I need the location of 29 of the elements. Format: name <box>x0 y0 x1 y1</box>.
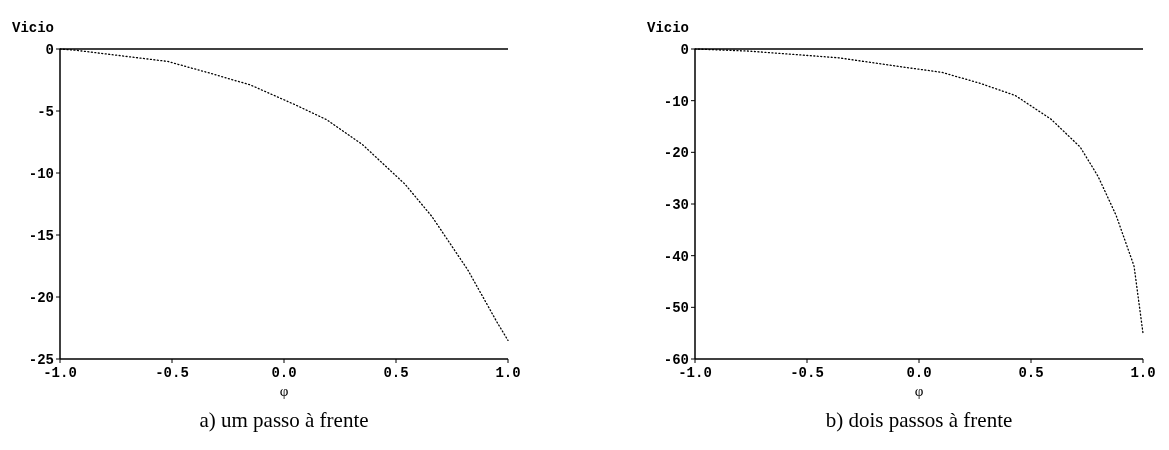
y-tick-label: -30 <box>663 196 689 213</box>
y-tick-label: -20 <box>28 289 54 306</box>
x-tick-label: 1.0 <box>495 365 521 381</box>
x-tick-label: 0.0 <box>906 365 932 381</box>
x-axis-title: φ <box>914 383 924 399</box>
x-tick-label: 1.0 <box>1130 365 1156 381</box>
x-tick-label: -1.0 <box>678 365 712 381</box>
y-tick-label: -20 <box>663 145 689 162</box>
y-tick-label: -25 <box>28 351 54 368</box>
x-tick-label: 0.0 <box>271 365 297 381</box>
x-tick-label: 0.5 <box>1018 365 1044 381</box>
y-tick-label: -40 <box>663 248 689 265</box>
y-tick-label: -50 <box>663 300 689 317</box>
y-tick-label: -10 <box>28 165 54 182</box>
y-tick-label: -15 <box>28 227 54 244</box>
x-tick-label: 0.5 <box>383 365 409 381</box>
x-tick-label: -0.5 <box>155 365 189 381</box>
text: a) um passo à frente <box>199 408 369 432</box>
y-axis-title: Vicio <box>647 20 690 36</box>
x-tick-label: -0.5 <box>790 365 824 381</box>
y-tick-label: -10 <box>663 93 689 110</box>
x-axis-title: φ <box>279 383 289 399</box>
y-tick-label: 0 <box>680 41 689 58</box>
y-axis-title: Vicio <box>12 20 55 36</box>
x-tick-label: -1.0 <box>43 365 77 381</box>
text: b) dois passos à frente <box>825 408 1013 432</box>
y-tick-label: -60 <box>663 351 689 368</box>
y-tick-label: -5 <box>37 103 54 120</box>
y-tick-label: 0 <box>45 41 54 58</box>
